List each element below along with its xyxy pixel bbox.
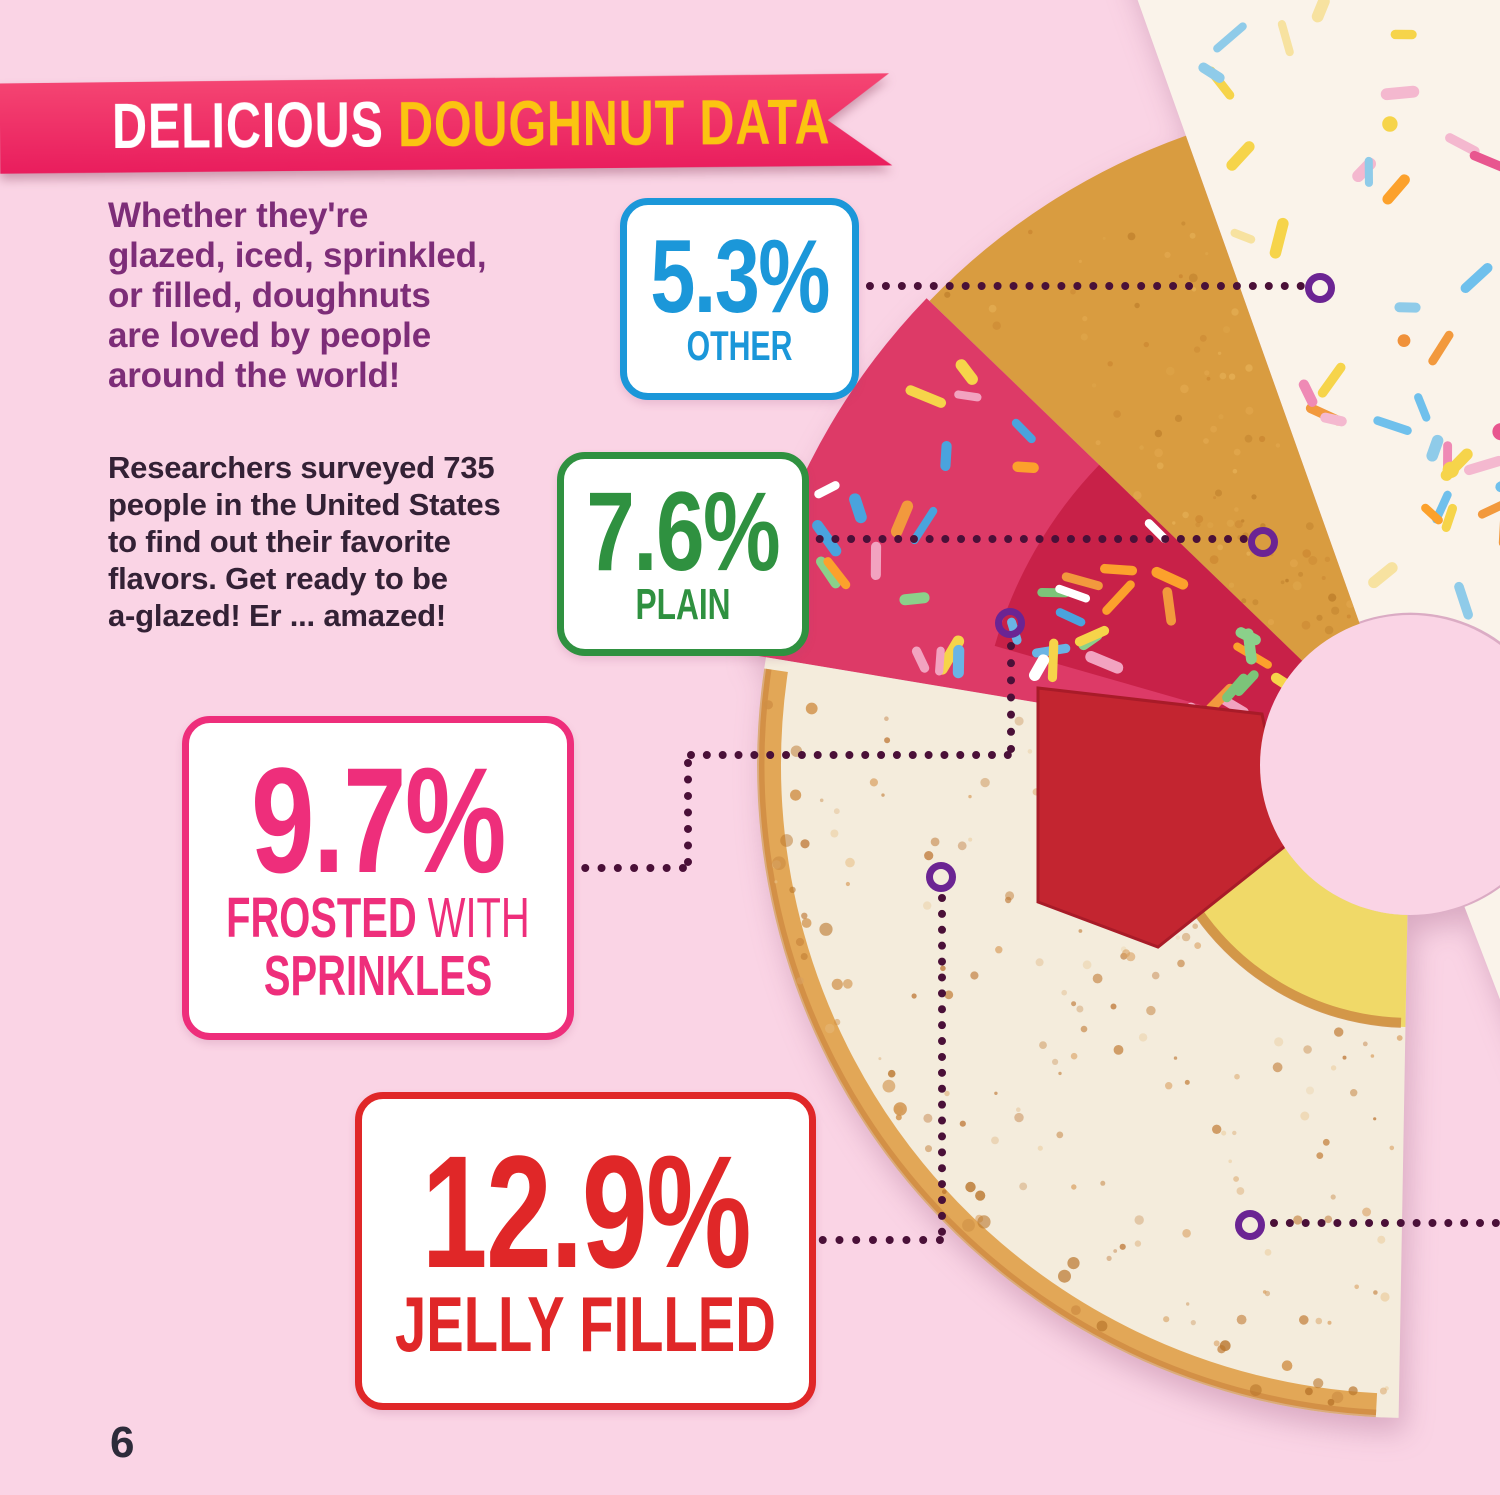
callout-jelly-value: 12.9% xyxy=(421,1121,751,1301)
page-number: 6 xyxy=(110,1418,135,1467)
leader-line-frosted-seg2 xyxy=(684,759,692,866)
leader-line-next-page xyxy=(1270,1219,1500,1227)
callout-frosted-label-word2: WITH xyxy=(416,885,530,950)
intro-body-text: Researchers surveyed 735 people in the U… xyxy=(108,450,501,633)
sprinkles-pink-wedge xyxy=(770,359,1295,735)
callout-jelly-label: JELLY FILLED xyxy=(395,1279,776,1368)
pie-jelly-filling xyxy=(1036,686,1291,949)
intro-lead-text: Whether they're glazed, iced, sprinkled,… xyxy=(108,196,487,395)
leader-line-frosted-seg3 xyxy=(687,751,1012,759)
leader-marker-jelly xyxy=(926,862,956,892)
title-word-delicious: DELICIOUS xyxy=(111,87,399,162)
leader-marker-frosted xyxy=(995,608,1025,638)
leader-line-frosted-seg4 xyxy=(1007,642,1015,753)
callout-other-value: 5.3% xyxy=(650,218,830,335)
callout-other-label: OTHER xyxy=(686,322,793,370)
callout-plain: 7.6% PLAIN xyxy=(557,452,809,656)
callout-frosted-label-word1: FROSTED xyxy=(226,885,417,950)
leader-line-plain xyxy=(800,535,1248,543)
leader-marker-plain xyxy=(1248,527,1278,557)
leader-line-jelly-seg1 xyxy=(802,1236,944,1244)
leader-line-jelly-seg2 xyxy=(938,894,946,1236)
leader-marker-other xyxy=(1305,273,1335,303)
leader-marker-next-page xyxy=(1235,1210,1265,1240)
pie-inner-cake-crust xyxy=(1184,895,1402,1028)
title-ribbon: DELICIOUS DOUGHNUT DATA xyxy=(0,73,892,173)
callout-frosted-value: 9.7% xyxy=(251,735,506,904)
callout-jelly-filled: 12.9% JELLY FILLED xyxy=(355,1092,816,1410)
texture-powdered-wedge xyxy=(757,668,1403,1418)
title-words-doughnut-data: DOUGHNUT DATA xyxy=(397,85,831,160)
sprinkles-white-wedge xyxy=(1198,0,1500,620)
pie-wedge-frosted-dark-patch xyxy=(994,464,1310,727)
callout-other: 5.3% OTHER xyxy=(620,198,859,400)
title-ribbon-shape: DELICIOUS DOUGHNUT DATA xyxy=(0,73,892,173)
pie-wedge-other xyxy=(1137,0,1500,1000)
callout-plain-label: PLAIN xyxy=(635,580,731,630)
leader-line-frosted-seg1 xyxy=(565,864,687,872)
callout-frosted-label-line2: SPRINKLES xyxy=(263,944,493,1008)
leader-line-other xyxy=(850,282,1305,290)
callout-plain-value: 7.6% xyxy=(586,469,781,595)
pie-inner-cake-ring xyxy=(1183,840,1408,1027)
pie-hole xyxy=(1260,615,1500,915)
callout-frosted-with-sprinkles: 9.7% FROSTED WITH SPRINKLES xyxy=(182,716,574,1040)
pie-collage xyxy=(747,0,1500,1418)
